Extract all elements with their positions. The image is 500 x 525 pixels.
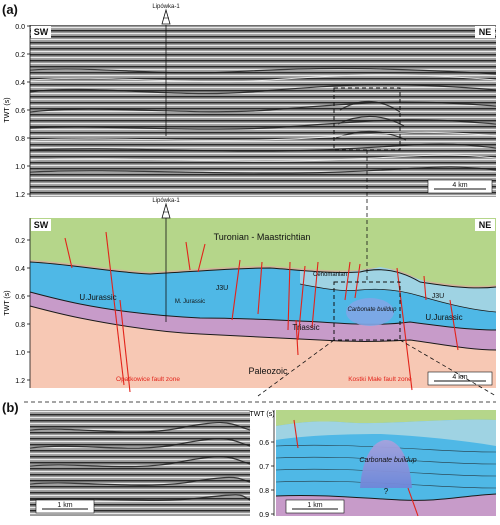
sw-box-a [31, 26, 51, 38]
label-question: ? [384, 487, 389, 496]
ytick-a-5: 1.0 [15, 164, 25, 171]
scale-label-d: 1 km [307, 502, 322, 509]
scale-label-b: 4 km [452, 374, 467, 381]
ytick-c-2: 0.8 [259, 488, 269, 495]
ytick-c-0: 0.6 [259, 440, 269, 447]
label-carbonate-a: Carbonate buildup [347, 307, 397, 313]
ytick-a-4: 0.8 [15, 136, 25, 143]
yaxis-b: TWT (s) 0.6 0.7 0.8 0.9 [249, 410, 275, 519]
ytick-b-3: 0.8 [15, 322, 25, 329]
label-j3u-right: J3U [432, 293, 444, 300]
label-triassic: Triassic [292, 323, 319, 332]
panel-a-label: (a) [2, 2, 18, 17]
ytick-b-2: 0.6 [15, 294, 25, 301]
zoom-connectors [257, 150, 497, 397]
label-j3u-left: J3U [216, 285, 228, 292]
ytick-a-2: 0.4 [15, 80, 25, 87]
fault-lines [64, 231, 459, 393]
ytick-b-1: 0.4 [15, 266, 25, 273]
yaxis-a-top: 0.0 0.2 0.4 0.6 0.8 1.0 1.2 TWT (s) [4, 24, 31, 199]
well-icon-a [161, 8, 171, 25]
scale-box-b [427, 371, 493, 386]
well-name-b: Lipówka-1 [152, 198, 180, 204]
ytick-b-0: 0.2 [15, 238, 25, 245]
fault-lines-b [293, 419, 419, 517]
label-mjurassic: M. Jurassic [175, 299, 205, 305]
seismic-section-a: Lipówka-1 SW NE 4 km [29, 4, 497, 197]
ne-box-a [475, 26, 495, 38]
carbonate-buildup-b [360, 440, 412, 488]
label-cenomanian: Cenomanian [313, 272, 347, 278]
scale-box-d [285, 499, 345, 514]
label-turonian: Turonian - Maastrichtian [214, 232, 311, 242]
label-carbonate-b: Carbonate buildup [359, 457, 416, 464]
yaxis-a-bottom: 0.2 0.4 0.6 0.8 1.0 1.2 TWT (s) [4, 218, 31, 388]
j3u-layer-b [276, 419, 496, 446]
seismic-zoom-b: 1 km [29, 410, 251, 516]
label-ujurassic-right: U.Jurassic [425, 313, 462, 322]
scale-label-a: 4 km [452, 182, 467, 189]
scale-box-a [427, 179, 493, 194]
label-opatkowice: Opatkowice fault zone [116, 376, 180, 383]
ytick-a-0: 0.0 [15, 24, 25, 31]
carbonate-buildup-a [346, 298, 394, 326]
dir-sw-a: SW [34, 27, 49, 37]
zoom-box-b [333, 281, 401, 341]
ne-box-b [475, 219, 495, 231]
ytick-a-6: 1.2 [15, 192, 25, 199]
yaxis-label-c: TWT (s) [249, 411, 274, 418]
ytick-c-3: 0.9 [259, 512, 269, 519]
turonian-layer-b [276, 410, 496, 426]
scale-label-c: 1 km [57, 502, 72, 509]
dir-sw-b: SW [34, 220, 49, 230]
ytick-a-1: 0.2 [15, 52, 25, 59]
sw-box-b [31, 219, 51, 231]
label-kostki: Kostki Małe fault zone [348, 376, 412, 383]
ytick-b-4: 1.0 [15, 350, 25, 357]
panel-b-label: (b) [2, 400, 19, 415]
turonian-layer [30, 218, 496, 286]
dir-ne-a: NE [479, 27, 492, 37]
j3u-layer [300, 267, 496, 312]
well-name-a: Lipówka-1 [152, 4, 180, 10]
ytick-c-1: 0.7 [259, 464, 269, 471]
label-paleozoic: Paleozoic [248, 366, 288, 376]
well-icon-b [161, 202, 171, 219]
interpretation-section: Lipówka-1 SW NE Turonian - Maastrichtian… [29, 198, 497, 393]
label-ujurassic-left: U.Jurassic [79, 293, 116, 302]
scale-box-c [35, 499, 95, 514]
dir-ne-b: NE [479, 220, 492, 230]
triassic-layer [30, 292, 496, 350]
ytick-b-5: 1.2 [15, 378, 25, 385]
interpretation-zoom-b: Carbonate buildup ? 1 km [275, 410, 497, 517]
yaxis-label-a: TWT (s) [4, 97, 11, 122]
yaxis-label-b: TWT (s) [4, 290, 11, 315]
ytick-a-3: 0.6 [15, 108, 25, 115]
